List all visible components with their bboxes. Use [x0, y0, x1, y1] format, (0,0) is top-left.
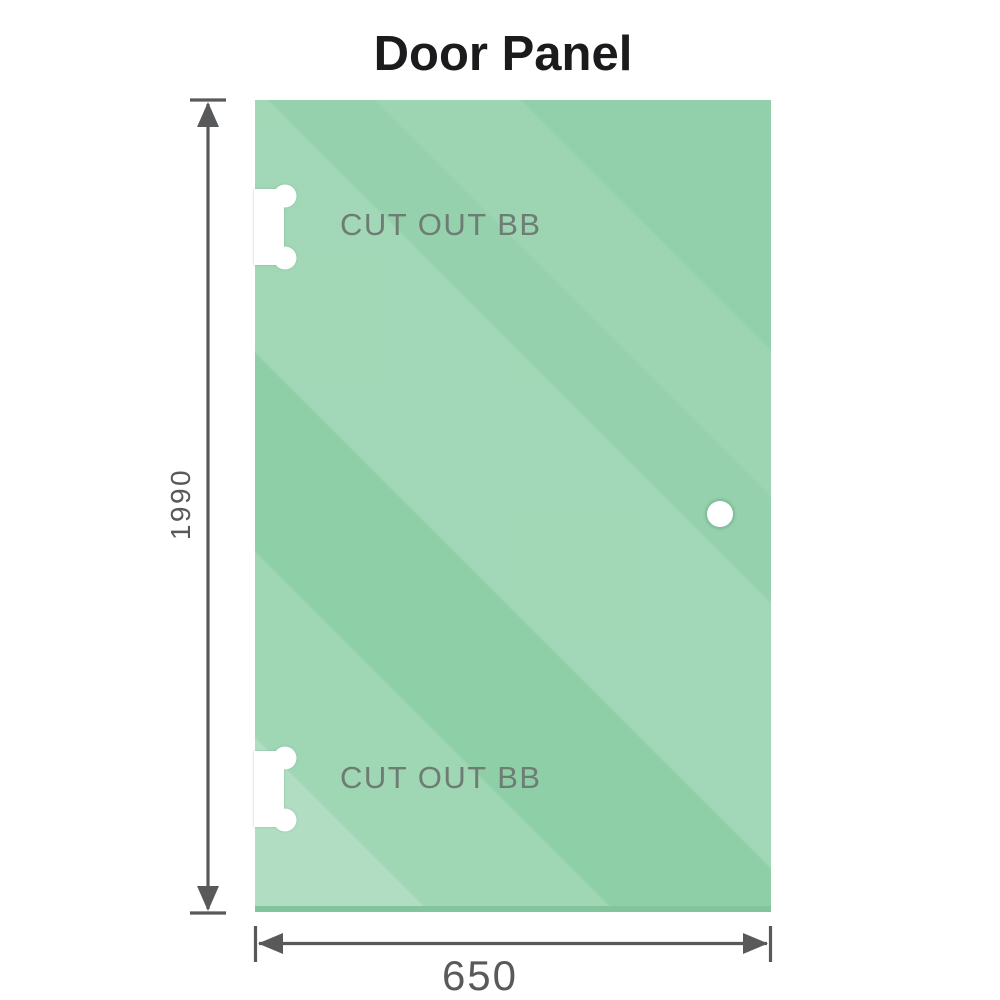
height-dimension-arrow [190, 98, 226, 915]
width-dimension-value: 650 [441, 952, 519, 999]
handle-hole [707, 501, 733, 527]
panel-bottom-edge [255, 906, 771, 912]
hinge-cutout-bottom-icon [254, 746, 297, 832]
cutout-label-bottom: CUT OUT BB [340, 760, 542, 795]
cutout-label-top: CUT OUT BB [340, 207, 542, 242]
height-dimension-value: 1990 [165, 467, 196, 541]
width-dimension-arrow [253, 926, 773, 962]
diagram-title: Door Panel [373, 27, 633, 81]
hinge-cutout-top-icon [254, 184, 297, 270]
glass-panel: CUT OUT BB CUT OUT BB [254, 100, 771, 912]
